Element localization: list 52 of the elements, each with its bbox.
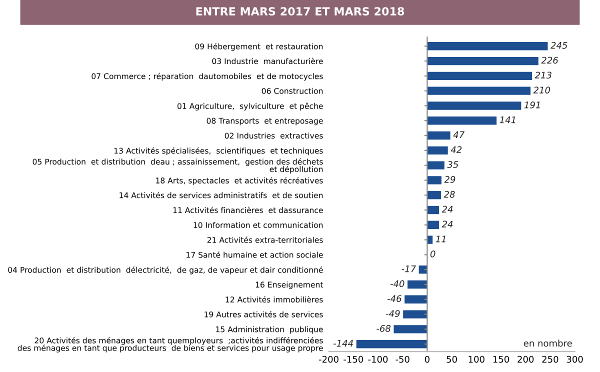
x-tick-label: 300 — [566, 356, 583, 363]
bar — [427, 146, 448, 155]
bar — [427, 102, 522, 110]
data-label: 191 — [524, 102, 540, 108]
bar — [427, 72, 532, 80]
data-label: -40 — [390, 280, 404, 288]
bar — [356, 340, 428, 348]
data-label: 47 — [453, 131, 465, 138]
data-label: 42 — [450, 146, 462, 153]
x-tick-label: 250 — [542, 356, 558, 363]
data-label: 0 — [430, 250, 436, 258]
x-tick-label: -50 — [396, 356, 410, 363]
data-label: 24 — [442, 206, 453, 213]
bar — [427, 131, 450, 140]
x-tick-label: 100 — [468, 356, 484, 363]
data-label: 11 — [436, 236, 446, 242]
bar — [394, 325, 428, 334]
bar — [427, 42, 548, 50]
chart-title: ENTRE MARS 2017 ET MARS 2018 — [196, 7, 404, 16]
data-label: -46 — [387, 295, 402, 302]
data-label: 24 — [442, 220, 453, 228]
bar — [427, 86, 531, 95]
x-tick-label: 0 — [424, 356, 430, 363]
data-label: 245 — [550, 42, 568, 49]
data-label: -68 — [376, 324, 391, 332]
bar — [427, 176, 442, 184]
x-tick-label: 50 — [446, 356, 457, 363]
data-label: -17 — [402, 266, 416, 272]
bar — [403, 310, 428, 318]
data-label: -49 — [386, 310, 400, 317]
bar — [427, 116, 497, 125]
bar — [427, 56, 538, 66]
data-label: 29 — [444, 176, 456, 183]
bar — [427, 220, 440, 230]
bar — [427, 191, 441, 200]
x-tick-label: 150 — [493, 356, 510, 363]
data-label: -144 — [333, 340, 353, 347]
data-label: 210 — [533, 86, 550, 94]
bar — [404, 295, 428, 304]
data-label: 28 — [444, 190, 455, 198]
bar — [427, 206, 440, 214]
data-label: 226 — [541, 56, 558, 64]
x-tick-label: 200 — [518, 356, 534, 363]
x-tick-label: -100 — [368, 356, 388, 363]
data-label: 35 — [447, 161, 458, 168]
bar — [408, 280, 428, 289]
x-tick-label: -200 — [318, 356, 338, 363]
annotation: en nombre — [524, 340, 572, 347]
data-label: 213 — [534, 72, 552, 79]
bar — [427, 161, 444, 170]
x-tick-label: -150 — [344, 356, 364, 363]
data-label: 141 — [500, 116, 516, 124]
